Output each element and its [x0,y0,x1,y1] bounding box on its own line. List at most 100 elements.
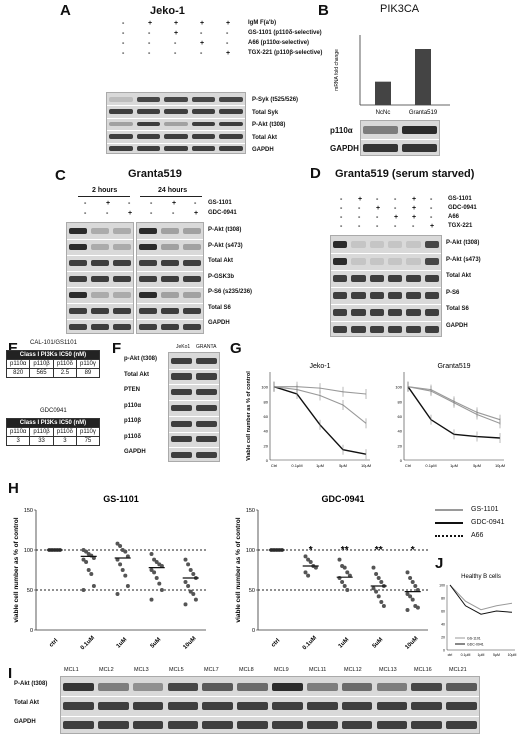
y-axis-label: mRNA fold change [334,49,340,91]
condition-sign: + [148,20,153,27]
blot-band [171,373,192,380]
panel-e-ic50-table1: Class I PI3Ks IC50 (nM) p110α p110β p110… [5,350,100,378]
data-point [405,570,410,575]
blot-row-label: GAPDH [208,320,230,326]
condition-sign: - [340,196,343,203]
condition-sign: - [340,214,343,221]
table1-col: p110δ [52,359,77,369]
blot-row-divider [169,431,219,433]
blot-band [113,291,131,299]
panel-letter-e: E [8,340,19,357]
table1-col: p110γ [75,359,100,369]
data-point [408,576,413,580]
blot-row-divider [169,368,219,370]
blot-band [202,682,234,691]
blot-band [171,357,192,364]
condition-sign: + [412,196,417,203]
panel-c-blot-2h [66,222,134,334]
blot-band [406,258,421,265]
lane-label: MCL16 [414,667,432,673]
data-point [149,568,154,572]
data-point [81,588,86,592]
condition-sign: + [376,205,381,212]
y-tick-label: 100 [261,385,268,390]
blot-band [351,241,366,248]
blot-band [388,292,403,299]
condition-sign: - [412,223,415,230]
blot-row-divider [331,270,441,271]
condition-label: GDC-0941 [448,205,477,211]
blot-band [388,326,403,333]
data-point [152,570,157,575]
panel-e-table1-title: CAL-101/GS1101 [30,340,77,346]
series-line [449,584,513,611]
blot-row-label: P-Akt (s473) [208,242,243,249]
blot-band [406,241,421,248]
blot-band [202,702,234,710]
legend: GS-1101 GDC-0941 A66 [435,505,520,550]
y-tick-label: 100 [439,584,445,588]
data-point [120,568,125,572]
data-point [191,572,196,576]
x-tick-label: 0.1μM [425,463,436,468]
data-point [306,573,311,578]
blot-band [91,291,109,299]
data-point [376,594,381,599]
condition-sign: - [358,223,361,230]
blot-band [63,682,94,691]
blot-band [91,307,109,315]
data-point [306,557,311,562]
blot-band [333,292,348,299]
blot-band [69,227,87,235]
chart-title: GS-1101 [103,494,139,504]
blot-row-divider [137,319,203,320]
blot-band [369,309,384,316]
blot-band [91,275,109,283]
condition-sign: + [200,40,205,47]
lane-label: MCL2 [99,667,114,673]
condition-sign: + [200,20,205,27]
condition-sign: - [394,223,397,230]
x-tick-label: NcNc [376,110,391,116]
blot-band [376,721,408,730]
blot-band [306,682,338,691]
blot-band [369,326,384,333]
data-point [183,557,188,562]
blot-band [363,144,398,152]
condition-sign: - [376,196,379,203]
x-tick-label: 1uM [116,637,129,650]
blot-band [351,326,366,333]
x-tick-label: 0.1uM [302,635,318,650]
blot-row-label: Total Akt [446,273,471,279]
condition-sign: + [174,30,179,37]
blot-row-label: P-S6 [446,289,460,296]
data-point [188,568,193,572]
y-tick-label: 100 [246,548,255,554]
blot-band [161,323,179,331]
y-tick-label: 0 [252,628,255,634]
significance-marker: * [411,545,415,556]
panel-c-time-24h: 24 hours [158,187,188,194]
data-point [125,584,130,588]
blot-band [196,357,217,364]
blot-band [139,291,157,299]
condition-sign: - [430,214,433,221]
x-tick-label: 5μM [493,653,500,657]
table2-col: p110δ [52,427,77,437]
bar [375,81,391,105]
blot-band [136,121,161,127]
legend-label: GS-1101 [471,506,499,513]
legend-label: A66 [471,532,484,539]
blot-band [139,275,157,283]
blot-band [183,275,201,283]
data-point [371,565,376,570]
condition-sign: - [122,20,125,27]
condition-sign: - [84,200,87,207]
condition-sign: - [122,40,125,47]
blot-row-divider [67,239,133,240]
blot-row-label: p110α [330,126,353,135]
condition-sign: - [376,223,379,230]
blot-band [171,420,192,427]
data-point [191,592,196,596]
blot-band [202,721,234,730]
